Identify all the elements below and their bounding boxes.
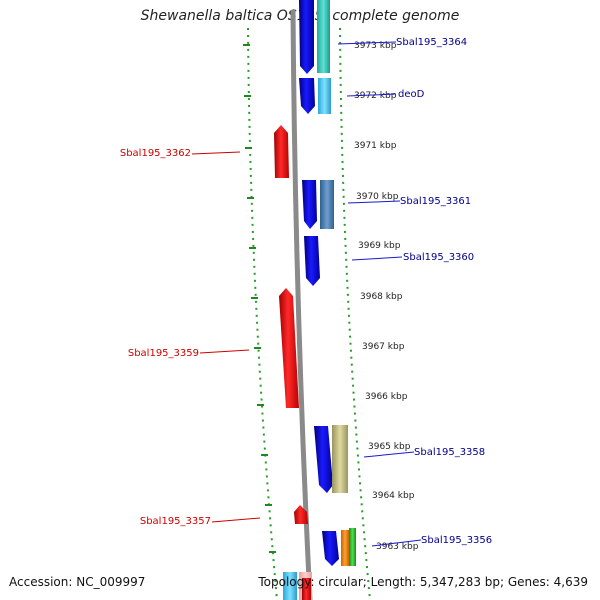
right-guide-line: [339, 27, 371, 600]
gene-label[interactable]: Sbal195_3357: [140, 516, 211, 527]
scale-label: 3971 kbp: [354, 141, 397, 151]
accession-text: Accession: NC_009997: [9, 575, 146, 589]
gene-label[interactable]: Sbal195_3356: [421, 535, 492, 546]
forward-genes: [299, 0, 339, 566]
gene-label[interactable]: Sbal195_3360: [403, 252, 474, 263]
block-khaki: [332, 425, 348, 493]
block-green: [349, 528, 356, 566]
gene-sbal195-3359-arrow: [279, 288, 299, 408]
topology-text: Topology: circular; Length: 5,347,283 bp…: [258, 575, 588, 589]
scale-label: 3966 kbp: [365, 392, 408, 402]
right-leader-lines: [337, 41, 422, 547]
block-cyan: [318, 78, 331, 114]
gene-label[interactable]: Sbal195_3364: [396, 37, 467, 48]
scale-label: 3965 kbp: [368, 442, 411, 452]
gene-label[interactable]: Sbal195_3359: [128, 348, 199, 359]
gene-sbal195-3357-arrow: [294, 505, 308, 524]
gene-deod-arrow: [299, 78, 315, 114]
scale-label: 3968 kbp: [360, 292, 403, 302]
gene-sbal195-3360-arrow: [304, 236, 320, 286]
scale-label: 3973 kbp: [354, 41, 397, 51]
scale-label: 3969 kbp: [358, 241, 401, 251]
gene-sbal195-3361-arrow: [302, 180, 317, 229]
left-guide-line: [247, 27, 278, 600]
scale-label: 3963 kbp: [376, 542, 419, 552]
block-orange: [341, 530, 349, 566]
scale-label: 3970 kbp: [356, 192, 399, 202]
reverse-genes: [274, 125, 311, 600]
block-cyan-bottom: [283, 572, 297, 600]
block-steel: [320, 180, 334, 229]
scale-label: 3967 kbp: [362, 342, 405, 352]
scale-labels: 3973 kbp 3972 kbp 3971 kbp 3970 kbp 3969…: [354, 41, 419, 552]
scale-label: 3964 kbp: [372, 491, 415, 501]
gene-red-bottom: [302, 578, 311, 600]
left-leader-lines: [191, 151, 261, 523]
gene-sbal195-3356-arrow: [322, 531, 339, 566]
block-teal: [317, 0, 330, 73]
gene-sbal195-3358-arrow: [314, 426, 333, 493]
gene-sbal195-3364-arrow: [299, 0, 314, 74]
left-gene-labels: Sbal195_3362 Sbal195_3359 Sbal195_3357: [120, 148, 211, 527]
right-gene-labels: Sbal195_3364 deoD Sbal195_3361 Sbal195_3…: [396, 37, 492, 546]
gene-label[interactable]: deoD: [398, 89, 425, 100]
gene-label[interactable]: Sbal195_3361: [400, 196, 471, 207]
scale-label: 3972 kbp: [354, 91, 397, 101]
left-tick-marks: [243, 44, 276, 553]
gene-label[interactable]: Sbal195_3362: [120, 148, 191, 159]
gene-sbal195-3362-arrow: [274, 125, 289, 178]
gene-label[interactable]: Sbal195_3358: [414, 447, 485, 458]
